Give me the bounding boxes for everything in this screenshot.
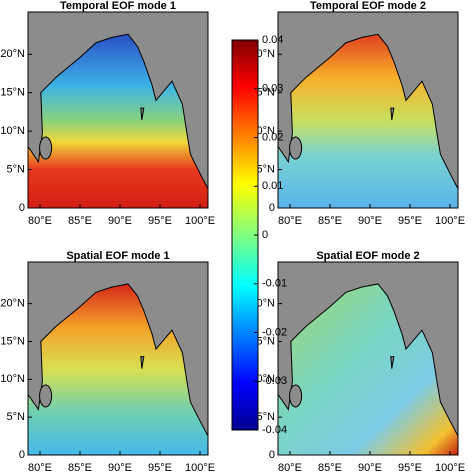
x-tick-label: 95°E bbox=[148, 215, 172, 227]
colorbar-tick-label: -0.03 bbox=[262, 375, 287, 387]
y-tick-label: 10°N bbox=[0, 125, 25, 137]
x-tick-label: 80°E bbox=[28, 462, 52, 474]
x-tick-label: 90°E bbox=[108, 462, 132, 474]
y-tick-label: 0 bbox=[269, 202, 275, 214]
x-tick-label: 100°E bbox=[435, 462, 465, 474]
x-tick-label: 85°E bbox=[318, 215, 342, 227]
panel-title: Spatial EOF mode 1 bbox=[66, 250, 169, 262]
island bbox=[39, 136, 53, 160]
colorbar-tick-label: 0.02 bbox=[262, 131, 283, 143]
y-tick-label: 5°N bbox=[257, 411, 276, 423]
colorbar-tick-label: -0.04 bbox=[262, 424, 287, 436]
panel-title: Temporal EOF mode 2 bbox=[310, 0, 426, 12]
x-tick-label: 90°E bbox=[108, 215, 132, 227]
colorbar-tick-label: -0.02 bbox=[262, 326, 287, 338]
x-tick-label: 85°E bbox=[68, 215, 92, 227]
y-tick-label: 0 bbox=[19, 449, 25, 461]
island bbox=[140, 356, 145, 369]
x-tick-label: 80°E bbox=[278, 215, 302, 227]
sea-field bbox=[277, 33, 459, 209]
x-tick-label: 90°E bbox=[358, 215, 382, 227]
y-tick-label: 20°N bbox=[0, 48, 25, 60]
frame bbox=[27, 11, 209, 209]
colorbar-tick-label: -0.01 bbox=[262, 278, 287, 290]
x-tick-label: 100°E bbox=[435, 215, 465, 227]
frame bbox=[27, 261, 209, 456]
x-tick-label: 85°E bbox=[68, 462, 92, 474]
colorbar-tick-label: 0.04 bbox=[262, 34, 283, 46]
y-tick-label: 5°N bbox=[7, 411, 26, 423]
panel-title: Temporal EOF mode 1 bbox=[60, 0, 176, 12]
colorbar-tick-label: 0.03 bbox=[262, 83, 283, 95]
frame bbox=[277, 261, 459, 456]
x-tick-label: 85°E bbox=[318, 462, 342, 474]
island bbox=[390, 107, 395, 121]
panel-title: Spatial EOF mode 2 bbox=[316, 250, 419, 262]
frame bbox=[277, 11, 459, 209]
x-tick-label: 100°E bbox=[185, 215, 215, 227]
island bbox=[140, 107, 145, 121]
island bbox=[289, 384, 303, 408]
y-tick-label: 0 bbox=[19, 202, 25, 214]
island bbox=[289, 136, 303, 160]
x-tick-label: 80°E bbox=[28, 215, 52, 227]
y-tick-label: 5°N bbox=[7, 163, 26, 175]
y-tick-label: 10°N bbox=[0, 373, 25, 385]
y-tick-label: 0 bbox=[269, 449, 275, 461]
x-tick-label: 90°E bbox=[358, 462, 382, 474]
colorbar-tick-label: 0.01 bbox=[262, 180, 283, 192]
sea-field bbox=[27, 33, 209, 209]
x-tick-label: 100°E bbox=[185, 462, 215, 474]
sea-field bbox=[277, 283, 459, 456]
sea-field bbox=[27, 283, 209, 456]
x-tick-label: 80°E bbox=[278, 462, 302, 474]
x-tick-label: 95°E bbox=[398, 215, 422, 227]
x-tick-label: 95°E bbox=[148, 462, 172, 474]
island bbox=[390, 356, 395, 369]
colorbar-tick-label: 0 bbox=[262, 229, 268, 241]
y-tick-label: 5°N bbox=[257, 163, 276, 175]
y-tick-label: 15°N bbox=[0, 335, 25, 347]
y-tick-label: 15°N bbox=[0, 87, 25, 99]
y-tick-label: 20°N bbox=[0, 298, 25, 310]
x-tick-label: 95°E bbox=[398, 462, 422, 474]
island bbox=[39, 384, 53, 408]
